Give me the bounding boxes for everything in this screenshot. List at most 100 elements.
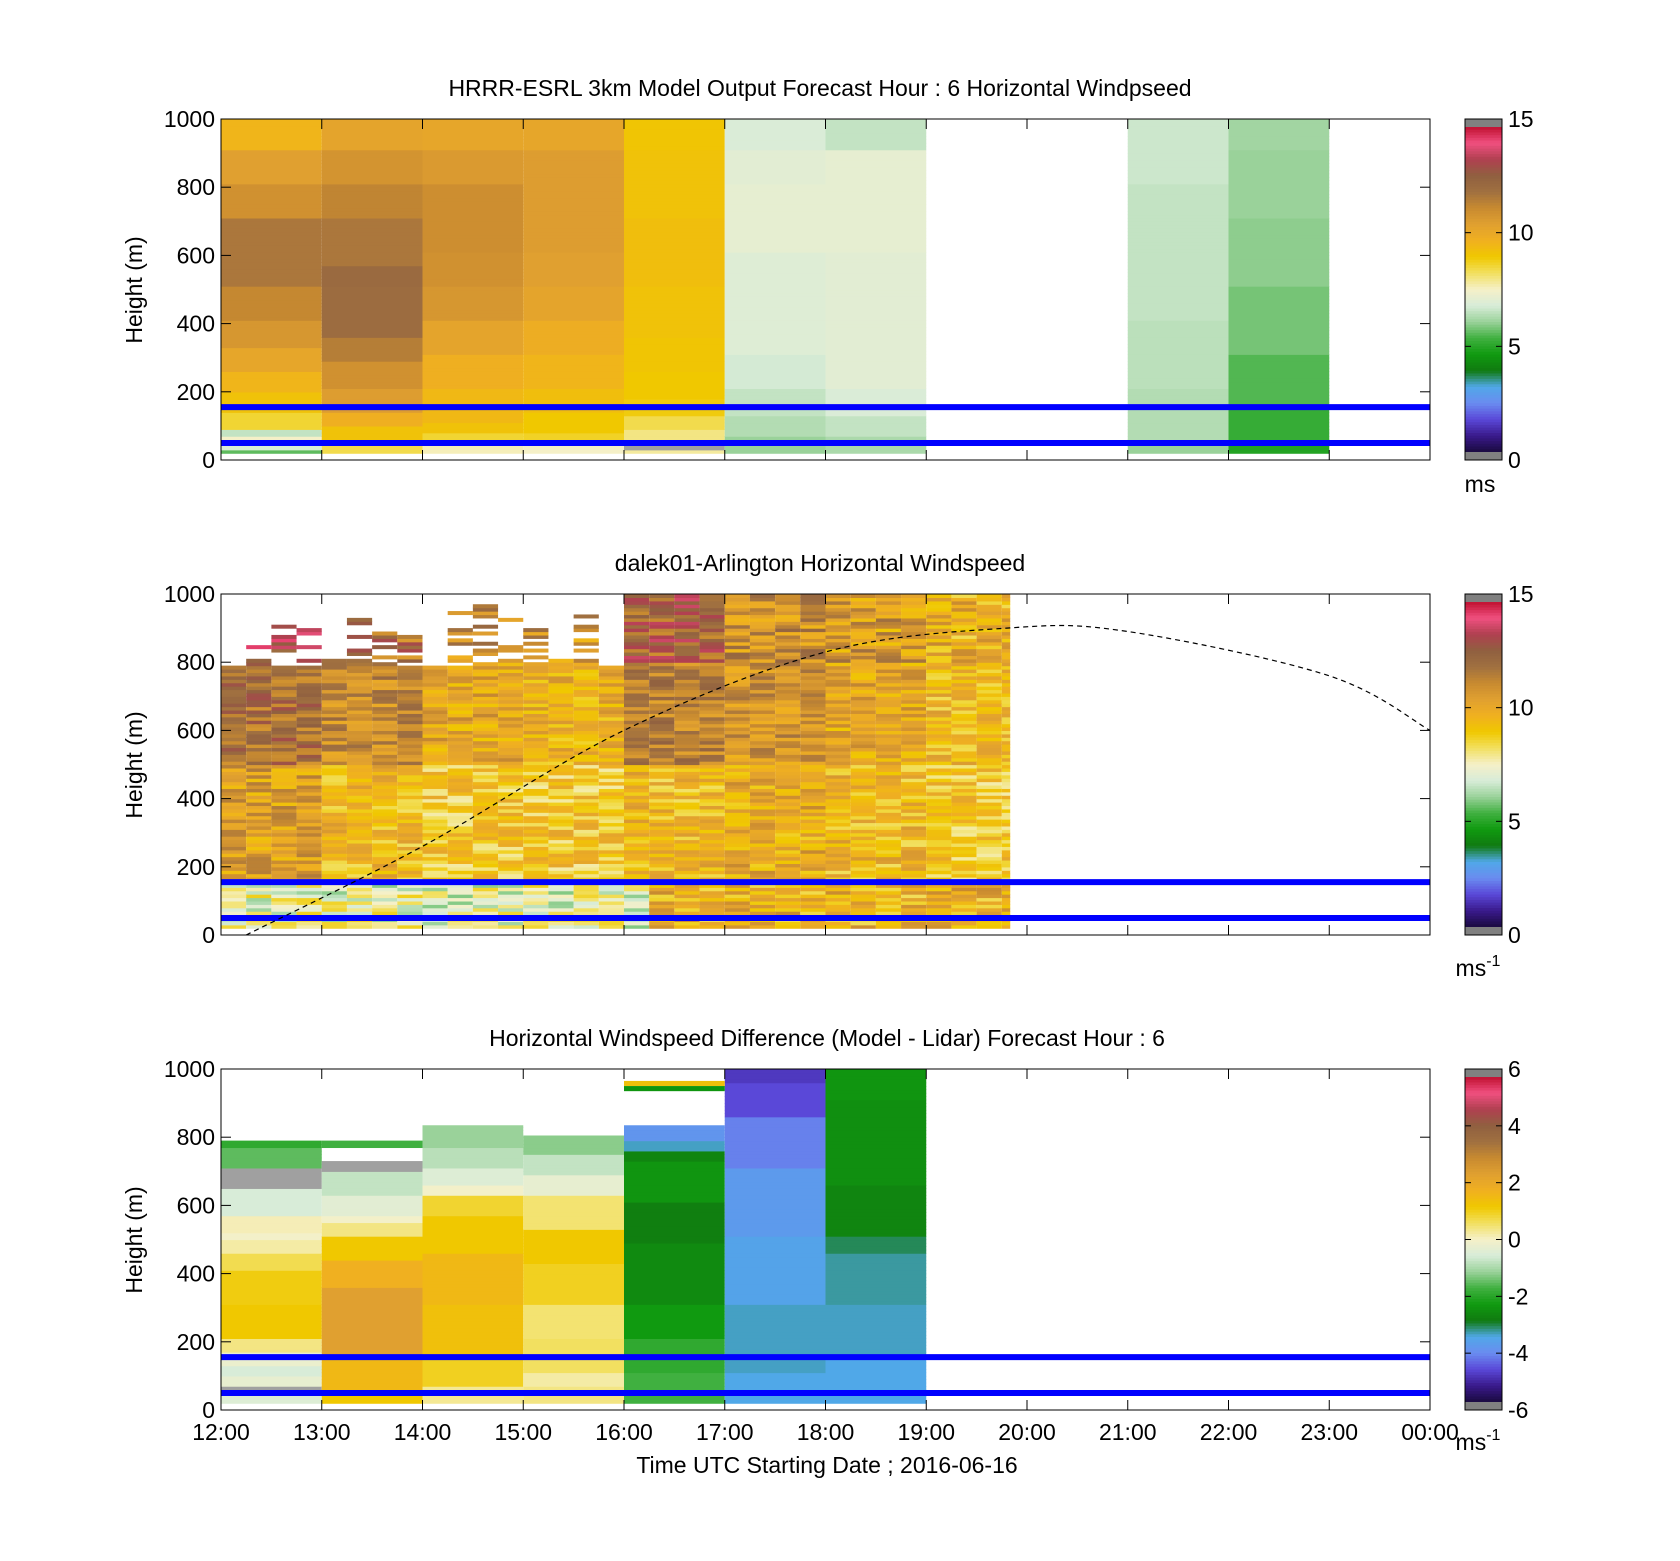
heatmap-cell [649,682,675,687]
heatmap-cell [624,907,650,912]
heatmap-cell [624,1287,725,1292]
colorbar-segment [1465,381,1502,385]
heatmap-cell [498,897,524,902]
heatmap-cell [724,1348,826,1353]
heatmap-cell [321,784,347,789]
heatmap-cell [825,1113,927,1118]
heatmap-cell [674,706,700,711]
heatmap-cell [548,744,574,749]
heatmap-cell [775,815,801,820]
heatmap-cell [875,713,902,718]
heatmap-cell [850,747,876,752]
heatmap-cell [699,699,725,704]
heatmap-cell [422,255,524,260]
heatmap-cell [321,316,423,321]
heatmap-cell [674,774,700,779]
heatmap-cell [523,1167,624,1172]
heatmap-cell [422,1178,524,1183]
heatmap-cell [825,744,851,749]
heatmap-cell [397,805,423,810]
panel-difference: Horizontal Windspeed Difference (Model -… [121,1025,1529,1478]
heatmap-cell [624,812,650,817]
heatmap-cell [624,1331,725,1336]
heatmap-cell [1001,859,1011,864]
heatmap-cell [523,767,549,772]
heatmap-cell [422,282,524,287]
heatmap-cell [523,890,549,895]
heatmap-cell [573,648,599,653]
heatmap-cell [221,1338,322,1343]
heatmap-cell [397,658,423,663]
heatmap-cell [624,611,650,616]
heatmap-cell [800,669,826,674]
heatmap-cell [321,1188,423,1193]
heatmap-cell [321,1140,423,1145]
heatmap-cell [221,1259,322,1264]
heatmap-cell [548,802,574,807]
heatmap-cell [775,713,801,718]
heatmap-cell [976,805,1002,810]
heatmap-cell [649,849,675,854]
heatmap-cell [397,706,423,711]
heatmap-cell [321,1205,423,1210]
heatmap-cell [749,658,776,663]
heatmap-cell [649,781,675,786]
heatmap-cell [724,1133,826,1138]
heatmap-cell [422,1167,524,1172]
heatmap-cell [825,429,927,434]
heatmap-cell [926,904,952,909]
heatmap-cell [699,744,725,749]
heatmap-cell [246,853,272,858]
heatmap-cell [649,815,675,820]
heatmap-cell [724,846,750,851]
heatmap-cell [825,604,851,609]
heatmap-cell [724,1140,826,1145]
heatmap-cell [825,180,927,185]
heatmap-cell [221,337,322,342]
heatmap-cell [624,344,725,349]
heatmap-cell [800,614,826,619]
heatmap-cell [976,699,1002,704]
heatmap-cell [724,402,826,407]
heatmap-cell [875,641,902,646]
heatmap-cell [674,607,700,612]
heatmap-cell [548,812,574,817]
heatmap-cell [271,890,297,895]
heatmap-cell [472,856,499,861]
heatmap-cell [1001,767,1011,772]
heatmap-cell [548,750,574,755]
heatmap-cell [875,723,902,728]
heatmap-cell [246,894,272,899]
heatmap-cell [523,839,549,844]
colorbar-segment [1465,1304,1502,1308]
heatmap-cell [321,791,347,796]
heatmap-cell [1228,327,1330,332]
heatmap-cell [346,761,373,766]
heatmap-cell [548,686,574,691]
heatmap-cell [221,296,322,301]
heatmap-cell [472,740,499,745]
heatmap-cell [296,658,322,663]
heatmap-cell [649,692,675,697]
heatmap-cell [825,1345,927,1350]
heatmap-cell [422,1331,524,1336]
heatmap-cell [825,900,851,905]
heatmap-cell [573,675,599,680]
heatmap-cell [926,829,952,834]
heatmap-cell [624,228,725,233]
heatmap-cell [624,1307,725,1312]
heatmap-cell [624,1300,725,1305]
colorbar-segment [1465,1139,1502,1143]
heatmap-cell [321,723,347,728]
heatmap-cell [1127,357,1229,362]
heatmap-cell [321,1304,423,1309]
heatmap-cell [724,921,750,926]
heatmap-cell [498,822,524,827]
heatmap-cell [775,897,801,902]
heatmap-cell [1228,412,1330,417]
heatmap-cell [221,275,322,280]
heatmap-cell [221,446,322,451]
heatmap-cell [296,689,322,694]
heatmap-cell [926,900,952,905]
